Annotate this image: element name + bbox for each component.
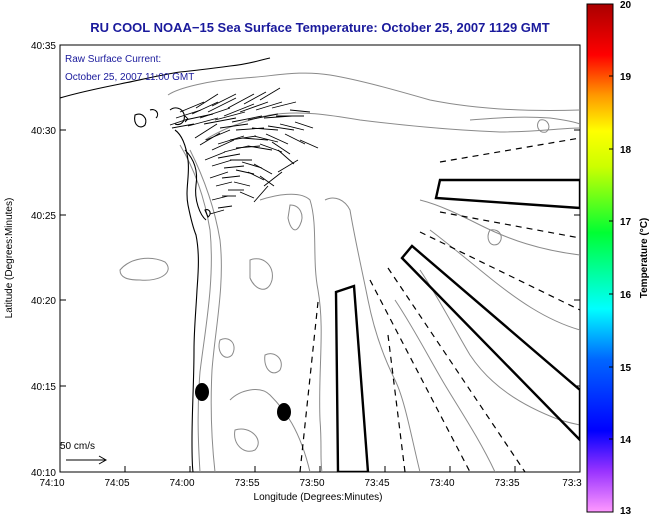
colorbar-tick-label: 18 <box>620 145 632 156</box>
x-axis <box>59 466 516 472</box>
colorbar-tick-label: 19 <box>620 72 632 83</box>
x-tick-label: 74:00 <box>169 478 194 489</box>
swath-dashed-lines <box>299 137 580 472</box>
y-axis <box>60 44 580 473</box>
colorbar-tick-label: 14 <box>620 435 632 446</box>
colorbar <box>586 3 614 513</box>
buoy-marker <box>195 383 209 401</box>
swath-solid-outlines <box>334 178 580 472</box>
inset-label-line1: Raw Surface Current: <box>65 54 161 65</box>
scale-label: 50 cm/s <box>60 441 95 452</box>
x-tick-label: 73:55 <box>234 478 259 489</box>
y-axis-label: Latitude (Degrees:Minutes) <box>4 198 15 319</box>
y-tick-label: 40:15 <box>31 382 56 393</box>
surface-current-vectors <box>169 87 319 215</box>
colorbar-label: Temperature (°C) <box>639 218 650 299</box>
x-tick-label: 73:50 <box>299 478 324 489</box>
x-tick-label: 73:35 <box>494 478 519 489</box>
inset-label-line2: October 25, 2007 11:00 GMT <box>65 72 194 83</box>
x-tick-label: 73:40 <box>429 478 454 489</box>
colorbar-tick-label: 13 <box>620 506 632 517</box>
colorbar-tick-label: 20 <box>620 0 632 11</box>
colorbar-ticks <box>609 75 613 440</box>
y-tick-label: 40:35 <box>31 41 56 52</box>
x-tick-labels: 74:10 74:05 74:00 73:55 73:50 73:45 73:4… <box>39 478 582 489</box>
colorbar-tick-label: 15 <box>620 363 632 374</box>
x-tick-label: 74:10 <box>39 478 64 489</box>
y-tick-labels: 40:35 40:30 40:25 40:20 40:15 40:10 <box>31 41 56 479</box>
buoy-marker <box>277 403 291 421</box>
figure-title: RU COOL NOAA−15 Sea Surface Temperature:… <box>90 20 549 35</box>
x-tick-label: 74:05 <box>104 478 129 489</box>
y-tick-label: 40:25 <box>31 211 56 222</box>
x-axis-label: Longitude (Degrees:Minutes) <box>254 492 383 503</box>
scale-arrow-icon <box>66 455 108 465</box>
colorbar-tick-label: 17 <box>620 217 632 228</box>
x-tick-label: 73:3 <box>562 478 582 489</box>
y-tick-label: 40:20 <box>31 296 56 307</box>
coastline <box>60 57 271 472</box>
x-tick-label: 73:45 <box>364 478 389 489</box>
y-tick-label: 40:10 <box>31 468 56 479</box>
colorbar-tick-labels: 20 19 18 17 16 15 14 13 <box>620 0 632 517</box>
y-tick-label: 40:30 <box>31 126 56 137</box>
colorbar-tick-label: 16 <box>620 290 632 301</box>
